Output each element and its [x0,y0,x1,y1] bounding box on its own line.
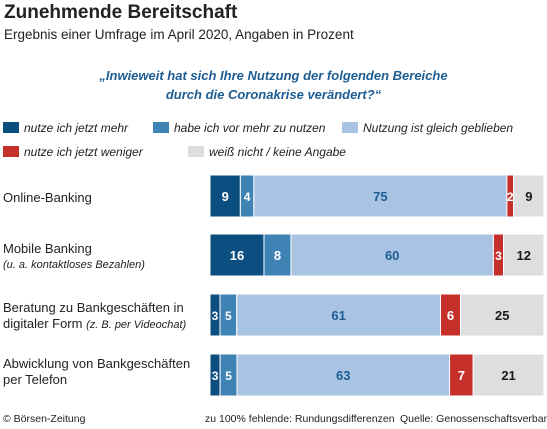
legend-swatch [3,146,19,157]
legend-label: weiß nicht / keine Angabe [209,145,346,159]
legend-item-no-answer: weiß nicht / keine Angabe [188,145,346,159]
row-label-sub: (z. B. per Videochat) [86,319,187,331]
bar-value-label: 75 [373,189,387,204]
bar-segment [236,353,451,397]
bar-value-label: 63 [336,368,350,383]
footer-note: zu 100% fehlende: Rundungsdifferenzen [205,413,395,425]
row-label-digital-advice: Beratung zu Bankgeschäften in digitaler … [3,300,203,333]
survey-question-line-2: durch die Coronakrise verändert?“ [165,87,382,102]
bar-segment [236,293,441,337]
bar-value-label: 16 [230,248,244,263]
row-label-sub: (u. a. kontaktloses Bezahlen) [3,259,145,271]
bar-value-label: 7 [458,368,465,383]
bar-value-label: 9 [222,189,229,204]
row-label-mobile-banking: Mobile Banking (u. a. kontaktloses Bezah… [3,241,145,273]
row-label-online-banking: Online-Banking [3,190,92,206]
legend-swatch [342,122,358,133]
bar-value-label: 5 [225,309,232,323]
bar-segment [503,233,545,277]
bar-value-label: 5 [225,369,232,383]
row-label-main: Online-Banking [3,190,92,205]
bar-segment [460,293,545,337]
bar-value-label: 3 [495,249,502,263]
legend-swatch [153,122,169,133]
legend-label: habe ich vor mehr zu nutzen [174,121,326,135]
legend-item-less: nutze ich jetzt weniger [3,145,143,159]
footer-source: Quelle: Genossenschaftsverband [400,413,547,425]
legend-label: nutze ich jetzt weniger [24,145,143,159]
footer-copyright: © Börsen-Zeitung [3,413,86,425]
survey-question: „Inwieweit hat sich Ihre Nutzung der fol… [0,66,547,104]
legend-swatch [3,122,19,133]
row-label-main: Beratung zu Bankgeschäften in digitaler … [3,300,184,331]
bar-value-label: 12 [517,248,531,263]
bar-value-label: 6 [447,308,454,323]
bar-segment [209,233,265,277]
chart-title: Zunehmende Bereitschaft [4,2,238,23]
bar-value-label: 61 [331,308,345,323]
row-label-main: Abwicklung von Bankgeschäften per Telefo… [3,356,191,387]
bar-value-label: 60 [385,248,399,263]
bar-value-label: 4 [244,190,251,204]
bar-segment [263,233,292,277]
bar-value-label: 9 [525,189,532,204]
legend-swatch [188,146,204,157]
row-label-phone-banking: Abwicklung von Bankgeschäften per Telefo… [3,356,193,388]
chart-subtitle: Ergebnis einer Umfrage im April 2020, An… [4,27,354,42]
survey-question-line-1: „Inwieweit hat sich Ihre Nutzung der fol… [99,68,448,83]
bar-value-label: 8 [274,248,281,263]
legend-item-more: nutze ich jetzt mehr [3,121,128,135]
bar-segment [290,233,494,277]
legend-label: nutze ich jetzt mehr [24,121,129,135]
bar-segment [472,353,545,397]
legend-item-plan-more: habe ich vor mehr zu nutzen [153,121,325,135]
bar-value-label: 25 [495,308,509,323]
row-label-main: Mobile Banking [3,241,92,256]
bar-value-label: 3 [212,369,219,383]
legend-label: Nutzung ist gleich geblieben [363,121,514,135]
bar-value-label: 3 [212,309,219,323]
legend-item-same: Nutzung ist gleich geblieben [342,121,513,135]
bar-value-label: 21 [501,368,515,383]
bar-value-label: 2 [507,190,514,204]
bar-segment [513,174,545,218]
